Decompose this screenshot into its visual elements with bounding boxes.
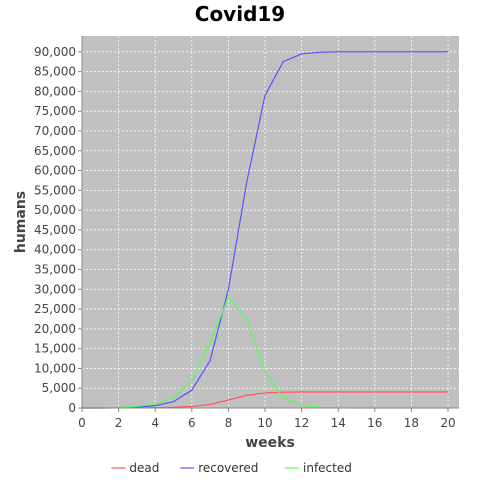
y-tick-label: 80,000 xyxy=(34,84,76,98)
y-axis: 0 5,000 10,000 15,000 20,000 25,000 30,000 35,0… xyxy=(34,36,83,415)
y-tick-label: 20,000 xyxy=(34,322,76,336)
grid-lines xyxy=(81,36,459,409)
y-tick-label: 55,000 xyxy=(34,183,76,197)
y-tick-label: 85,000 xyxy=(34,65,76,79)
y-tick-label: 60,000 xyxy=(34,164,76,178)
legend-label: dead xyxy=(129,461,159,475)
y-tick-label: 30,000 xyxy=(34,282,76,296)
legend-item-infected: infected xyxy=(285,461,352,475)
y-tick-label: 25,000 xyxy=(34,302,76,316)
y-tick-label: 10,000 xyxy=(34,361,76,375)
legend-label: infected xyxy=(303,461,352,475)
x-tick-label: 2 xyxy=(115,416,123,430)
y-tick-label: 40,000 xyxy=(34,243,76,257)
y-tick-label: 70,000 xyxy=(34,124,76,138)
plot-area xyxy=(82,36,459,408)
series-line-recovered xyxy=(82,51,449,409)
x-tick-label: 18 xyxy=(404,416,419,430)
x-tick-label: 12 xyxy=(294,416,309,430)
chart-title: Covid19 xyxy=(195,2,285,26)
y-tick-label: 65,000 xyxy=(34,144,76,158)
x-tick-label: 6 xyxy=(188,416,196,430)
y-tick-label: 90,000 xyxy=(34,45,76,59)
x-tick-label: 14 xyxy=(331,416,346,430)
y-tick-label: 15,000 xyxy=(34,342,76,356)
x-tick-label: 4 xyxy=(151,416,159,430)
y-tick-label: 45,000 xyxy=(34,223,76,237)
x-tick-label: 8 xyxy=(225,416,233,430)
x-tick-label: 0 xyxy=(78,416,86,430)
x-tick-label: 16 xyxy=(367,416,382,430)
y-tick-label: 35,000 xyxy=(34,262,76,276)
x-axis-label: weeks xyxy=(245,435,295,451)
y-tick-label: 50,000 xyxy=(34,203,76,217)
x-axis: 0 2 4 6 8 10 12 14 16 18 20 xyxy=(78,407,459,430)
y-tick-label: 75,000 xyxy=(34,104,76,118)
legend-label: recovered xyxy=(198,461,258,475)
legend: dead recovered infected xyxy=(111,461,352,475)
legend-item-recovered: recovered xyxy=(180,461,258,475)
y-tick-label: 5,000 xyxy=(42,381,76,395)
legend-item-dead: dead xyxy=(111,461,159,475)
x-tick-label: 10 xyxy=(257,416,272,430)
x-tick-label: 20 xyxy=(440,416,455,430)
y-axis-label: humans xyxy=(13,191,29,253)
y-tick-label: 0 xyxy=(68,401,76,415)
